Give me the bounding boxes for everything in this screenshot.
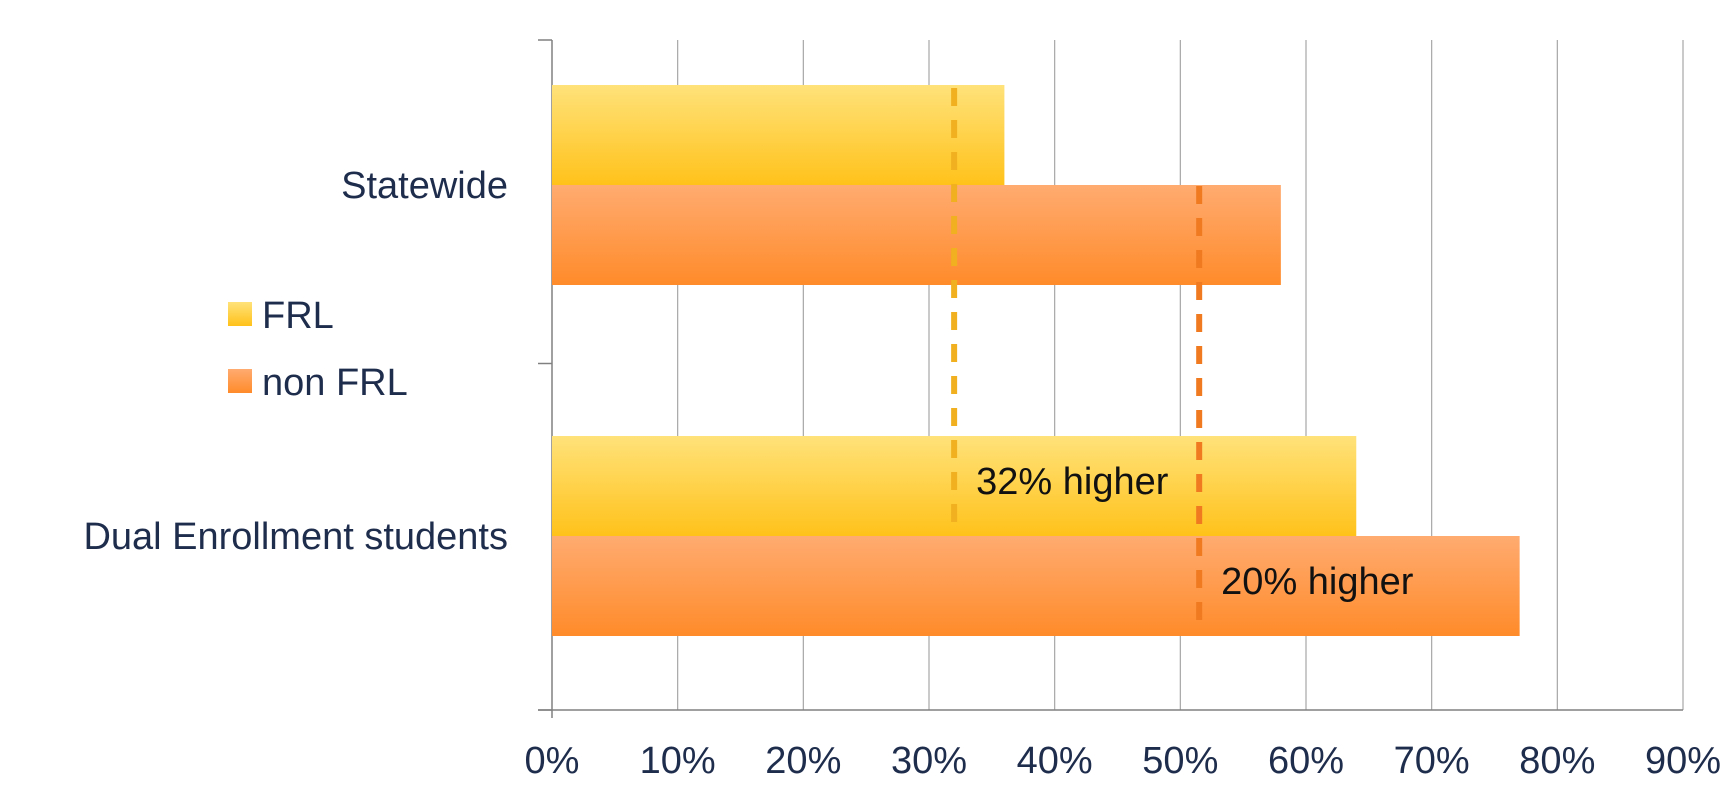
- bar-frl: [552, 85, 1005, 185]
- labels: 0% 10% 20% 30% 40% 50% 60% 70% 80% 90% Statewide Du…: [83, 165, 1721, 782]
- x-tick-label: 20%: [765, 740, 841, 782]
- annotation-label: 20% higher: [1221, 561, 1414, 603]
- x-tick-label: 80%: [1519, 740, 1595, 782]
- annotation-label: 32% higher: [976, 461, 1169, 503]
- x-tick-label: 40%: [1017, 740, 1093, 782]
- x-tick-label: 70%: [1394, 740, 1470, 782]
- legend-swatch: [228, 369, 252, 393]
- x-tick-label: 10%: [640, 740, 716, 782]
- bar-non-frl: [552, 536, 1520, 636]
- legend-label: non FRL: [262, 362, 408, 404]
- bar-non-frl: [552, 185, 1281, 285]
- category-label: Statewide: [341, 165, 508, 207]
- x-tick-label: 30%: [891, 740, 967, 782]
- reference-lines: [951, 88, 1203, 628]
- x-tick-label: 90%: [1645, 740, 1721, 782]
- legend-swatch: [228, 302, 252, 326]
- x-tick-label: 50%: [1142, 740, 1218, 782]
- legend-label: FRL: [262, 295, 334, 337]
- x-tick-label: 0%: [525, 740, 580, 782]
- category-label: Dual Enrollment students: [83, 516, 508, 558]
- bars: [552, 85, 1520, 636]
- x-tick-label: 60%: [1268, 740, 1344, 782]
